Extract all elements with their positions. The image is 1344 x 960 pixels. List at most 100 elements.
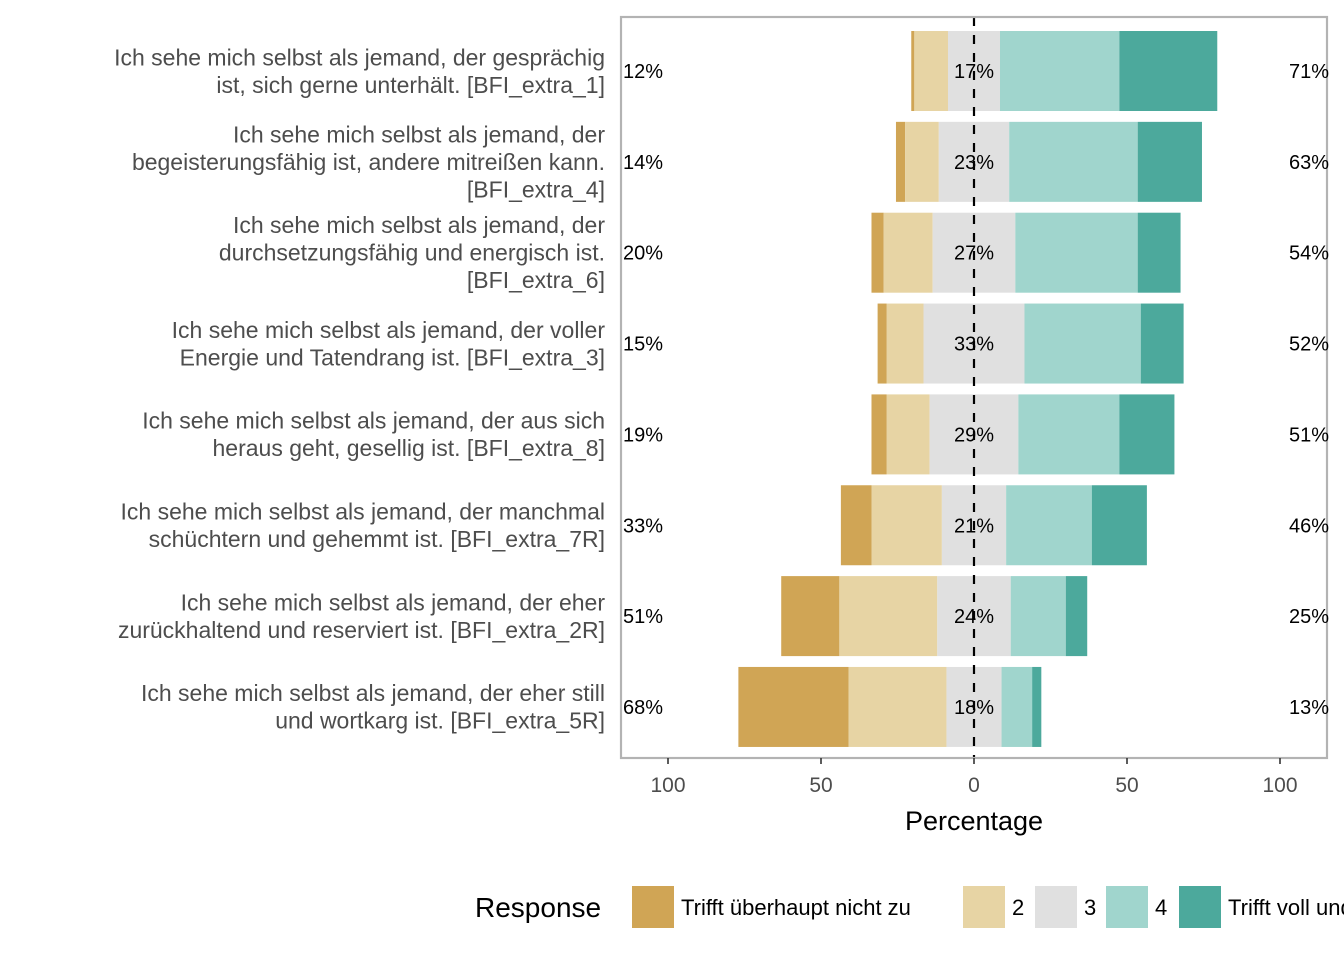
percent-neutral-label: 21% (954, 515, 994, 537)
bar-segment-0-row-4 (877, 303, 887, 384)
legend-swatch (963, 886, 1005, 928)
bar-segment-4-row-6 (1091, 485, 1147, 566)
percent-high-label: 63% (1289, 152, 1329, 174)
x-tick-label: 100 (1262, 774, 1297, 797)
legend-swatch (1179, 886, 1221, 928)
bar-segment-1-row-1 (914, 31, 948, 111)
percent-low-label: 15% (623, 334, 663, 356)
y-axis-label: Ich sehe mich selbst als jemand, der ges… (114, 44, 605, 98)
bars-layer (738, 31, 1218, 747)
y-axis-label: Ich sehe mich selbst als jemand, der ehe… (118, 589, 605, 643)
percent-neutral-label: 29% (954, 424, 994, 446)
bar-segment-3-row-2 (1009, 121, 1138, 202)
legend: Response Trifft überhaupt nicht zu 2 3 4 Tri… (475, 886, 1344, 928)
y-axis-label-line: schüchtern und gehemmt ist. [BFI_extra_7… (149, 526, 605, 552)
percent-neutral-label: 27% (954, 243, 994, 265)
percent-low-label: 51% (623, 606, 663, 628)
y-axis-label-line: Ich sehe mich selbst als jemand, der ehe… (181, 589, 606, 615)
x-tick-label: 50 (809, 774, 832, 797)
bar-segment-4-row-1 (1119, 31, 1218, 111)
legend-swatch (1106, 886, 1148, 928)
percent-neutral-label: 24% (954, 606, 994, 628)
bar-segment-0-row-6 (840, 485, 872, 566)
bar-segment-4-row-4 (1140, 303, 1184, 384)
y-axis-label: Ich sehe mich selbst als jemand, der ehe… (141, 680, 605, 734)
percent-high-label: 51% (1289, 424, 1329, 446)
y-axis-labels: Ich sehe mich selbst als jemand, der ges… (114, 44, 605, 733)
bar-segment-0-row-7 (781, 576, 840, 657)
y-axis-label-line: heraus geht, gesellig ist. [BFI_extra_8] (213, 435, 606, 461)
legend-swatch (632, 886, 674, 928)
percent-high-label: 54% (1289, 243, 1329, 265)
percent-low-label: 33% (623, 515, 663, 537)
percent-low-label: 20% (623, 243, 663, 265)
y-axis-label: Ich sehe mich selbst als jemand, der durc… (219, 212, 605, 293)
bar-segment-0-row-8 (738, 666, 849, 747)
bar-segment-4-row-3 (1137, 212, 1181, 293)
percent-high-label: 13% (1289, 697, 1329, 719)
y-axis-label-line: Ich sehe mich selbst als jemand, der aus… (142, 408, 605, 434)
bar-segment-4-row-5 (1119, 394, 1175, 475)
y-axis-label-line: durchsetzungsfähig und energisch ist. (219, 240, 605, 266)
y-axis-label: Ich sehe mich selbst als jemand, der vol… (172, 317, 606, 371)
percent-low-label: 14% (623, 152, 663, 174)
y-axis-label-line: [BFI_extra_4] (467, 176, 605, 202)
bar-segment-4-row-7 (1065, 576, 1088, 657)
bar-segment-0-row-1 (911, 31, 915, 111)
legend-title: Response (475, 892, 601, 923)
legend-label: 4 (1155, 895, 1167, 920)
bar-segment-1-row-8 (848, 666, 947, 747)
percent-high-label: 52% (1289, 334, 1329, 356)
legend-swatch (1035, 886, 1077, 928)
y-axis-label: Ich sehe mich selbst als jemand, der man… (121, 499, 606, 553)
bar-segment-1-row-2 (905, 121, 939, 202)
bar-segment-3-row-4 (1024, 303, 1141, 384)
bar-segment-1-row-6 (871, 485, 942, 566)
bar-segment-0-row-2 (895, 121, 906, 202)
percent-neutral-label: 18% (954, 697, 994, 719)
percent-neutral-label: 23% (954, 152, 994, 174)
legend-label: 2 (1012, 895, 1024, 920)
bar-segment-1-row-5 (886, 394, 930, 475)
y-axis-label-line: Ich sehe mich selbst als jemand, der ehe… (141, 680, 605, 706)
percent-low-label: 12% (623, 61, 663, 83)
percent-high-label: 71% (1289, 61, 1329, 83)
y-axis-label-line: und wortkarg ist. [BFI_extra_5R] (275, 708, 605, 734)
y-axis-label-line: Ich sehe mich selbst als jemand, der ges… (114, 44, 605, 70)
bar-segment-3-row-3 (1015, 212, 1138, 293)
bar-segment-3-row-6 (1006, 485, 1092, 566)
y-axis-label-line: Ich sehe mich selbst als jemand, der (233, 212, 605, 238)
percent-neutral-label: 17% (954, 61, 994, 83)
percent-high-label: 25% (1289, 606, 1329, 628)
legend-label: 3 (1084, 895, 1096, 920)
legend-label: Trifft voll und ganz zu (1228, 895, 1344, 920)
y-axis-label-line: zurückhaltend und reserviert ist. [BFI_e… (118, 617, 605, 643)
y-axis-label-line: Ich sehe mich selbst als jemand, der (233, 121, 605, 147)
y-axis-label-line: Ich sehe mich selbst als jemand, der man… (121, 499, 606, 525)
bar-segment-3-row-8 (1001, 666, 1033, 747)
bar-segment-3-row-5 (1018, 394, 1120, 475)
bar-segment-0-row-5 (871, 394, 887, 475)
legend-label: Trifft überhaupt nicht zu (681, 895, 911, 920)
bar-segment-3-row-7 (1010, 576, 1066, 657)
percent-low-label: 19% (623, 424, 663, 446)
bar-segment-4-row-8 (1032, 666, 1042, 747)
x-axis-title: Percentage (905, 806, 1043, 836)
bar-segment-1-row-4 (886, 303, 924, 384)
y-axis-label: Ich sehe mich selbst als jemand, der aus… (142, 408, 605, 462)
bar-segment-1-row-7 (839, 576, 938, 657)
bar-segment-4-row-2 (1137, 121, 1202, 202)
percent-neutral-label: 33% (954, 334, 994, 356)
x-tick-label: 0 (968, 774, 980, 797)
bar-segment-3-row-1 (1000, 31, 1120, 111)
percent-labels: 12% 17% 71% 14% 23% 63% 20% 27% 54% 15% 33% 52% 19% 2… (623, 61, 1329, 719)
percent-high-label: 46% (1289, 515, 1329, 537)
percent-low-label: 68% (623, 697, 663, 719)
bar-segment-0-row-3 (871, 212, 884, 293)
y-axis-label-line: [BFI_extra_6] (467, 267, 605, 293)
bar-segment-1-row-3 (883, 212, 933, 293)
y-axis-label-line: begeisterungsfähig ist, andere mitreißen… (132, 149, 605, 175)
y-axis-label-line: ist, sich gerne unterhält. [BFI_extra_1] (216, 72, 605, 98)
y-axis-label-line: Energie und Tatendrang ist. [BFI_extra_3… (180, 344, 605, 370)
